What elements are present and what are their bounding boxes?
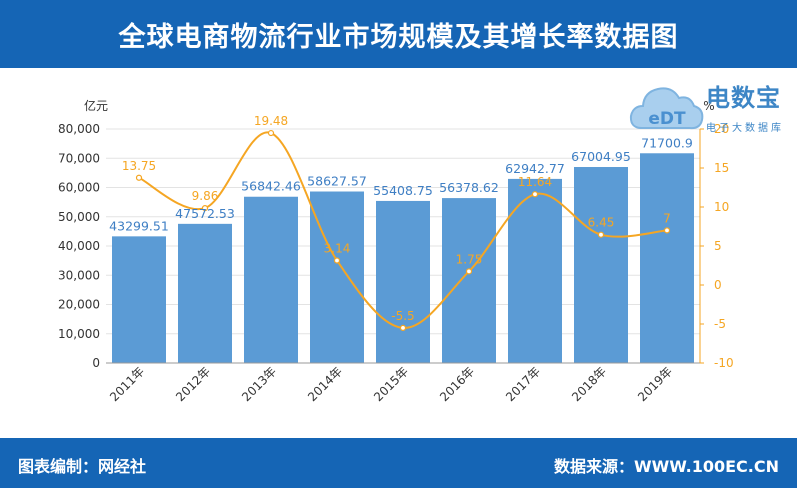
bar (112, 236, 166, 363)
y-right-axis-title: % (703, 99, 714, 113)
x-tick-label: 2016年 (437, 364, 477, 404)
y-left-tick-label: 30,000 (58, 268, 100, 282)
line-point (333, 257, 341, 264)
y-left-tick-label: 60,000 (58, 181, 100, 195)
y-left-tick-label: 20,000 (58, 298, 100, 312)
cloud-logo-icon: eDT (629, 87, 704, 130)
bar (442, 198, 496, 363)
logo-badge-text: eDT (648, 109, 686, 129)
y-left-tick-label: 40,000 (58, 239, 100, 253)
bar-data-label: 56842.46 (241, 179, 301, 194)
header-bar: 全球电商物流行业市场规模及其增长率数据图 (0, 0, 797, 68)
line-data-label: -5.5 (391, 309, 414, 323)
y-left-tick-label: 0 (92, 356, 100, 370)
y-right-tick-label: 0 (714, 278, 722, 292)
y-right-tick-label: 10 (714, 200, 729, 214)
y-left-axis-title: 亿元 (84, 98, 108, 113)
combo-chart: 0 10,000 20,000 30,000 40,000 50,000 60,000 70,… (58, 98, 734, 404)
y-right-tick-label: -10 (714, 356, 734, 370)
bar-data-label: 47572.53 (175, 206, 235, 221)
footer-bar: 图表编制：网经社 数据来源：WWW.100EC.CN (0, 438, 797, 488)
bar (640, 153, 694, 363)
line-data-label: 19.48 (254, 114, 288, 128)
line-series (135, 129, 671, 331)
brand-logo: eDT 电数宝 电子大数据库 (628, 74, 793, 140)
line-data-label: 7 (663, 211, 671, 225)
bar-data-label: 43299.51 (109, 218, 169, 233)
y-right-tick-label: 20 (714, 122, 729, 136)
line-point (531, 191, 539, 198)
line-data-label: 9.86 (192, 189, 219, 203)
bar (574, 167, 628, 363)
bar-data-label: 56378.62 (439, 180, 499, 195)
bar-data-label: 62942.77 (505, 161, 565, 176)
line-point (597, 231, 605, 238)
bar-data-label: 58627.57 (307, 174, 367, 189)
data-labels: 43299.51 47572.53 56842.46 58627.57 55408.75… (109, 114, 693, 323)
x-tick-label: 2011年 (107, 364, 147, 404)
bar-data-label: 67004.95 (571, 149, 631, 164)
bar (376, 200, 430, 363)
bar (178, 223, 232, 363)
y-left-tick-label: 80,000 (58, 122, 100, 136)
line-point (465, 268, 473, 275)
x-tick-label: 2013年 (239, 364, 279, 404)
line-data-label: 11.64 (518, 175, 552, 189)
line-point (201, 204, 209, 212)
logo-brand: 电数宝 (706, 84, 781, 112)
bar-data-label: 55408.75 (373, 183, 433, 198)
x-tick-label: 2018年 (569, 364, 609, 404)
y-right-tick-label: -5 (714, 317, 726, 331)
bar (310, 191, 364, 363)
bar-series (112, 153, 694, 363)
line-point (135, 174, 143, 181)
x-tick-label: 2012年 (173, 364, 213, 404)
y-left-tick-label: 50,000 (58, 210, 100, 224)
line-data-label: 13.75 (122, 159, 156, 173)
y-right-tick-label: 5 (714, 239, 722, 253)
bar-data-label: 71700.9 (641, 135, 693, 150)
y-left-tick-label: 10,000 (58, 327, 100, 341)
line-data-label: 6.45 (588, 216, 615, 230)
bar (244, 196, 298, 363)
line-point (399, 324, 407, 331)
x-tick-label: 2015年 (371, 364, 411, 404)
x-tick-label: 2014年 (305, 364, 345, 404)
line-data-label: 3.14 (324, 242, 351, 256)
page-title: 全球电商物流行业市场规模及其增长率数据图 (118, 21, 679, 53)
footer-source: 数据来源：WWW.100EC.CN (553, 457, 779, 476)
line-point (663, 227, 671, 234)
y-right-tick-label: 15 (714, 161, 729, 175)
footer-credit: 图表编制：网经社 (18, 457, 147, 476)
chart-area: 0 10,000 20,000 30,000 40,000 50,000 60,000 70,… (0, 68, 797, 438)
line-data-label: 1.75 (456, 252, 483, 266)
x-tick-label: 2019年 (635, 364, 675, 404)
growth-rate-line (138, 131, 668, 329)
logo-subtitle: 电子大数据库 (706, 123, 784, 134)
y-left-tick-label: 70,000 (58, 151, 100, 165)
x-tick-label: 2017年 (503, 364, 543, 404)
bar (508, 178, 562, 363)
line-point (267, 129, 275, 137)
